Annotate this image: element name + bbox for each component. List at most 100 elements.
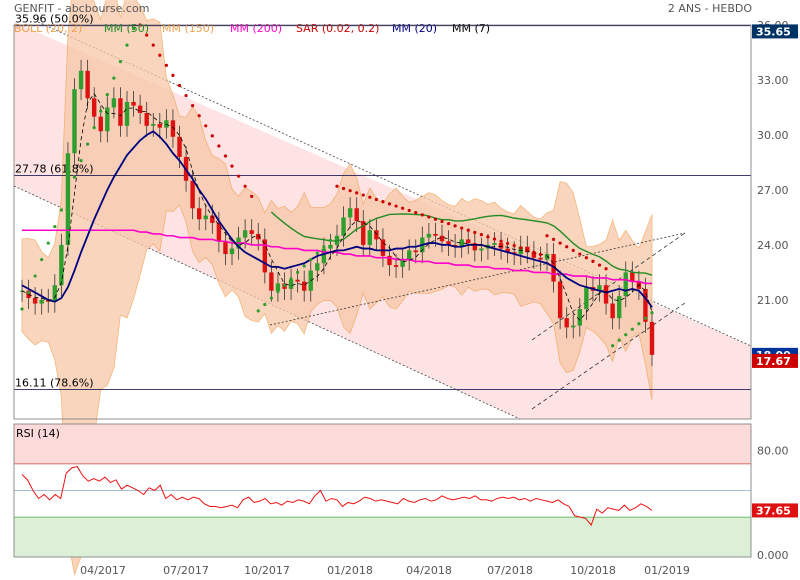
candle-body — [190, 180, 195, 209]
sar-dot — [374, 197, 378, 202]
candle-body — [131, 101, 136, 106]
candle-body — [610, 303, 615, 319]
ma7-line — [21, 93, 653, 321]
sar-dot — [591, 259, 595, 263]
candle-body — [538, 257, 543, 260]
up-channel-line — [531, 302, 686, 410]
sar-dot — [479, 233, 483, 237]
sar-dot — [236, 174, 241, 178]
candle-body — [571, 325, 576, 328]
sar-dot — [263, 302, 267, 307]
sar-dot — [118, 60, 123, 64]
candle-body — [98, 116, 103, 132]
candle-body — [295, 279, 300, 282]
rsi-title: RSI (14) — [16, 427, 60, 440]
sar-dot — [387, 202, 392, 206]
sar-dot — [72, 175, 77, 179]
rsi-line — [21, 465, 653, 527]
candle-body — [203, 215, 208, 220]
candle-body — [479, 248, 484, 251]
price-tag-label: 17.67 — [756, 355, 791, 368]
sar-dot — [525, 248, 529, 252]
sar-dot — [617, 338, 621, 342]
sar-dot — [59, 208, 63, 212]
candle-body — [321, 248, 327, 264]
x-axis-label: 07/2017 — [163, 564, 209, 577]
candle-body — [630, 272, 635, 282]
sar-dot — [394, 204, 398, 208]
sar-dot — [611, 344, 615, 348]
sar-dot — [381, 200, 385, 204]
candle-body — [367, 230, 373, 245]
sar-dot — [40, 257, 44, 262]
sar-dot — [243, 184, 247, 188]
candle-body — [328, 244, 333, 249]
candle-body — [157, 123, 163, 128]
candle-body — [387, 255, 392, 266]
sar-dot — [164, 63, 168, 67]
rsi-tag-label: 37.65 — [756, 504, 791, 517]
candle-body — [32, 298, 38, 304]
sar-dot — [446, 222, 451, 226]
sar-dot — [407, 208, 411, 213]
sar-dot — [597, 263, 602, 267]
candle-body — [413, 250, 418, 253]
sar-dot — [637, 322, 641, 326]
price-axis-tick: 33.00 — [757, 74, 789, 87]
sar-dot — [296, 270, 300, 274]
candle-body — [439, 235, 445, 242]
sar-dot — [197, 114, 201, 118]
candle-body — [466, 239, 471, 244]
price-axis-tick: 30.00 — [757, 129, 789, 142]
sar-dot — [269, 296, 273, 300]
candle-body — [616, 296, 622, 319]
rsi-tag-bg — [752, 503, 798, 518]
legend-entry: BOLL (20, 2) — [14, 22, 82, 35]
sar-dot — [401, 206, 405, 210]
sar-dot — [177, 83, 182, 88]
candle-body — [262, 239, 268, 273]
sar-dot — [335, 184, 339, 188]
candle-body — [72, 89, 77, 154]
sar-dot — [368, 195, 372, 199]
rsi-axis-tick: 0.000 — [757, 549, 789, 562]
sar-dot — [630, 327, 634, 331]
sar-dot — [506, 241, 510, 246]
sar-dot — [145, 33, 149, 37]
sar-dot — [315, 251, 319, 255]
candle-body — [315, 263, 320, 271]
candle-body — [603, 285, 609, 304]
sar-dot — [99, 109, 103, 113]
candle-body — [124, 101, 130, 126]
sar-dot — [53, 224, 57, 229]
sar-dot — [512, 244, 516, 248]
fib-label: 27.78 (61.8%) — [15, 163, 94, 176]
candle-body — [164, 120, 169, 128]
price-axis-tick: 24.00 — [757, 239, 789, 252]
support-trend-line — [269, 232, 686, 326]
sar-dot — [250, 194, 254, 198]
up-channel-line — [531, 232, 686, 341]
candle-body — [177, 136, 182, 157]
candle-body — [597, 285, 602, 291]
sar-dot — [125, 43, 129, 47]
x-axis-label: 10/2018 — [570, 564, 616, 577]
legend-entry: MM (200) — [230, 22, 282, 35]
candle-body — [643, 288, 648, 322]
candle-body — [577, 309, 583, 326]
sar-dot — [217, 144, 221, 148]
sar-dot — [499, 239, 503, 243]
candle-body — [249, 230, 254, 234]
chart-title: GENFIT - abcbourse.com — [14, 2, 150, 15]
sar-dot — [440, 219, 444, 224]
sar-dot — [486, 235, 490, 239]
price-panel-frame — [13, 24, 752, 420]
sar-dot — [282, 283, 287, 287]
sar-dot — [466, 228, 470, 232]
sar-dot — [86, 142, 90, 146]
candle-body — [151, 123, 156, 126]
legend-entry: MM (7) — [452, 22, 490, 35]
ma20-line — [21, 130, 653, 308]
candle-body — [196, 208, 202, 220]
sar-dot — [571, 248, 575, 253]
